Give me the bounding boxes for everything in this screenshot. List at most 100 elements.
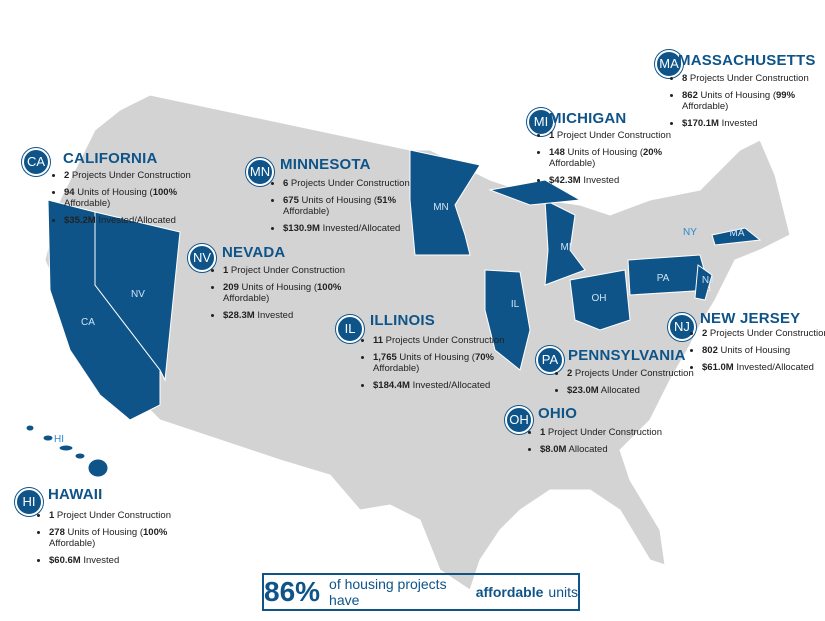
detail-item: 94 Units of Housing (100% Affordable) [64,187,199,209]
detail-text: Affordable) [64,198,111,209]
detail-text: Project Under Construction [228,265,345,276]
detail-text: 148 [549,147,565,158]
state-badge: NV [188,244,216,272]
detail-item: 148 Units of Housing (20% Affordable) [549,147,684,169]
map-label: NJ [702,275,714,286]
detail-item: 2 Projects Under Construction [567,368,702,379]
detail-text: Projects Under Construction [572,368,694,379]
detail-text: 1 [49,510,55,521]
state-ma [711,227,762,246]
map-label: HI [54,434,64,445]
detail-text: Projects Under Construction [707,328,825,339]
detail-text: 278 [49,527,65,538]
detail-text: Affordable) [373,363,420,374]
detail-text: $42.3M [549,175,581,186]
detail-item: 1 Project Under Construction [540,427,675,438]
map-label: PA [657,273,670,284]
detail-text: Project Under Construction [554,130,671,141]
state-details: 1 Project Under Construction 209 Units of… [214,265,358,327]
detail-text: $130.9M [283,223,320,234]
detail-item: 11 Projects Under Construction [373,335,508,346]
footer-text: of housing projects have [329,576,447,608]
state-details: 1 Project Under Construction 148 Units of… [540,130,684,192]
map-label: IL [511,299,520,310]
detail-text: Affordable) [682,101,729,112]
state-details: 2 Projects Under Construction 94 Units of… [55,170,199,232]
state-details: 8 Projects Under Construction 862 Units o… [673,73,817,135]
state-badge: IL [336,315,364,343]
detail-text: Units of Housing ( [64,527,144,538]
detail-item: $130.9M Invested/Allocated [283,223,418,234]
state-name: NEVADA [222,244,286,261]
state-badge: PA [536,346,564,374]
detail-text: Invested [80,555,120,566]
state-name: MASSACHUSETTS [678,52,816,69]
map-label: CA [81,317,95,328]
state-mi [544,199,586,286]
state-name: CALIFORNIA [63,150,158,167]
detail-text: Units of Housing ( [238,282,318,293]
state-details: 2 Projects Under Construction 802 Units o… [693,328,825,379]
state-badge: MI [527,108,555,136]
detail-text: Units of Housing ( [396,352,475,363]
detail-text: Units of Housing ( [564,147,644,158]
state-details: 11 Projects Under Construction 1,765 Unit… [364,335,508,397]
detail-text: Invested/Allocated [409,380,491,391]
detail-item: 1,765 Units of Housing (70% Affordable) [373,352,508,374]
state-mn [409,149,481,256]
detail-text: $8.0M [540,444,567,455]
map-label: MI [560,242,571,253]
detail-text: Affordable) [283,206,330,217]
detail-item: $28.3M Invested [223,310,358,321]
state-badge: HI [15,488,43,516]
detail-item: 1 Project Under Construction [549,130,684,141]
detail-text: Units of Housing [717,345,791,356]
state-oh [569,269,631,331]
hawaii-island [42,434,54,442]
detail-text: $28.3M [223,310,255,321]
detail-item: 209 Units of Housing (100% Affordable) [223,282,358,304]
state-name: NEW JERSEY [700,310,801,327]
state-name: PENNSYLVANIA [568,347,686,364]
hawaii-island [74,452,86,460]
detail-item: 1 Project Under Construction [49,510,184,521]
detail-text: 20% [643,147,663,158]
state-name: HAWAII [48,486,103,503]
detail-text: Units of Housing ( [74,187,153,198]
map-label: OH [592,293,607,304]
map-label: NV [131,289,145,300]
detail-item: $170.1M Invested [682,118,817,129]
state-details: 1 Project Under Construction 278 Units of… [40,510,184,572]
state-details: 1 Project Under Construction $8.0M Alloca… [531,427,675,461]
detail-text: Projects Under Construction [288,178,410,189]
detail-item: 278 Units of Housing (100% Affordable) [49,527,184,549]
detail-text: Invested/Allocated [733,362,814,373]
detail-item: 6 Projects Under Construction [283,178,418,189]
detail-text: 1,765 [373,352,397,363]
detail-text: 209 [223,282,239,293]
detail-text: 100% [317,282,342,293]
detail-text: Affordable) [549,158,596,169]
detail-text: $23.0M [567,385,599,396]
detail-text: $61.0M [702,362,734,373]
detail-text: 802 [702,345,718,356]
detail-text: 1 [549,130,555,141]
detail-text: 2 [64,170,70,181]
detail-item: $60.6M Invested [49,555,184,566]
state-mi-upper [488,179,582,206]
detail-text: Units of Housing ( [697,90,777,101]
detail-text: Projects Under Construction [383,335,505,346]
detail-text: Invested/Allocated [319,223,401,234]
detail-text: Invested [718,118,758,129]
detail-item: 2 Projects Under Construction [64,170,199,181]
state-pa [627,254,711,296]
hawaii-island [87,458,109,478]
state-name: MICHIGAN [549,110,627,127]
detail-text: 70% [474,352,494,363]
detail-text: 862 [682,90,698,101]
detail-text: 2 [702,328,708,339]
detail-item: 862 Units of Housing (99% Affordable) [682,90,817,112]
detail-text: Project Under Construction [54,510,171,521]
